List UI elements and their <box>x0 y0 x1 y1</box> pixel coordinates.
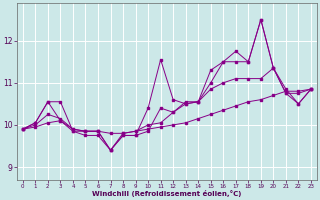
X-axis label: Windchill (Refroidissement éolien,°C): Windchill (Refroidissement éolien,°C) <box>92 190 242 197</box>
